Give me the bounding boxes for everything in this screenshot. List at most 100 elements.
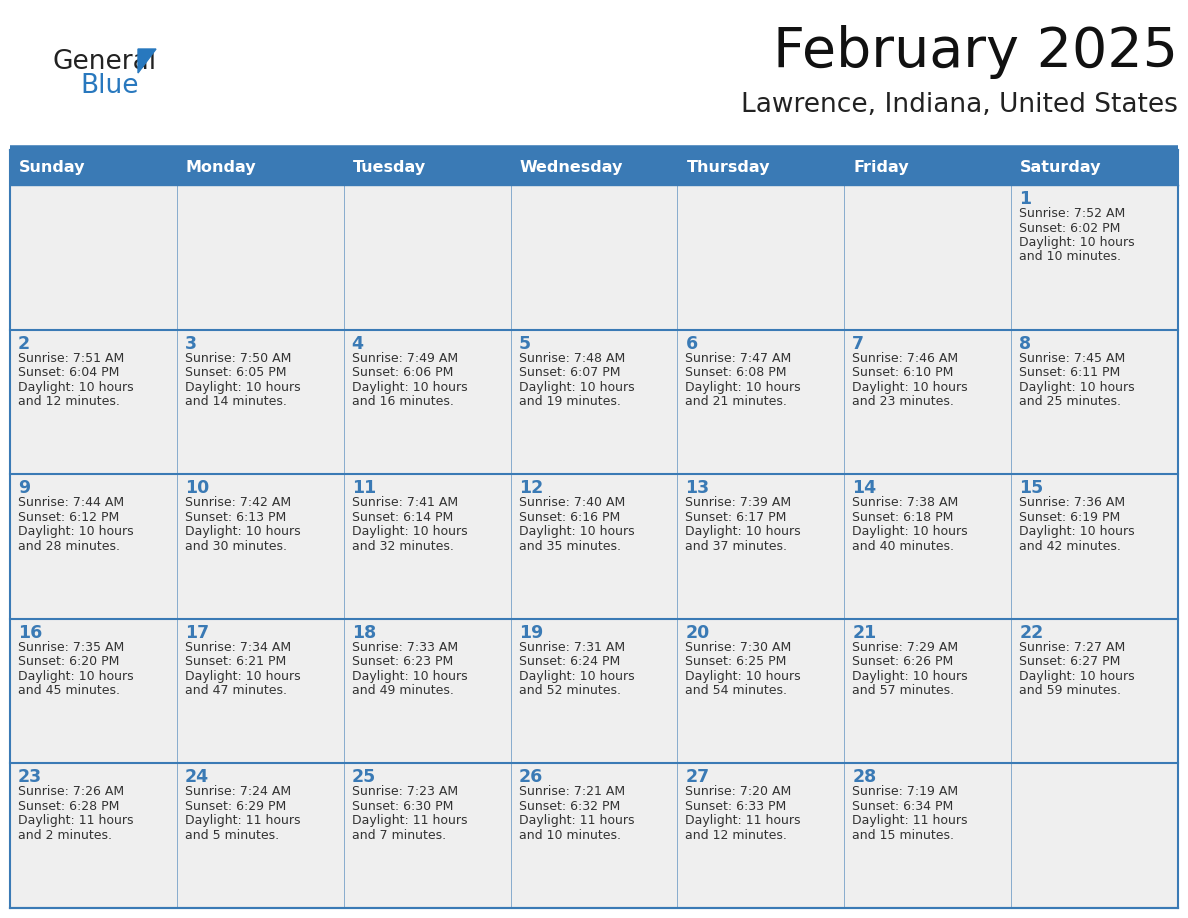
- Text: 11: 11: [352, 479, 375, 498]
- Text: Daylight: 10 hours: Daylight: 10 hours: [18, 670, 133, 683]
- Text: 14: 14: [852, 479, 877, 498]
- Text: 2: 2: [18, 334, 30, 353]
- Polygon shape: [138, 49, 156, 73]
- Text: Daylight: 10 hours: Daylight: 10 hours: [185, 525, 301, 538]
- Text: Sunrise: 7:19 AM: Sunrise: 7:19 AM: [852, 786, 959, 799]
- Text: Daylight: 10 hours: Daylight: 10 hours: [685, 525, 801, 538]
- Text: Sunrise: 7:47 AM: Sunrise: 7:47 AM: [685, 352, 791, 364]
- Bar: [343, 475, 511, 619]
- Text: 16: 16: [18, 624, 43, 642]
- Text: 1: 1: [1019, 190, 1031, 208]
- Text: and 59 minutes.: and 59 minutes.: [1019, 684, 1121, 698]
- Text: 15: 15: [1019, 479, 1043, 498]
- Bar: [677, 185, 845, 330]
- Text: and 40 minutes.: and 40 minutes.: [852, 540, 954, 553]
- Text: Sunrise: 7:40 AM: Sunrise: 7:40 AM: [519, 497, 625, 509]
- Text: and 12 minutes.: and 12 minutes.: [18, 395, 120, 409]
- Text: Daylight: 10 hours: Daylight: 10 hours: [1019, 670, 1135, 683]
- Text: Sunset: 6:26 PM: Sunset: 6:26 PM: [852, 655, 954, 668]
- Text: Sunrise: 7:50 AM: Sunrise: 7:50 AM: [185, 352, 291, 364]
- Text: Sunset: 6:07 PM: Sunset: 6:07 PM: [519, 366, 620, 379]
- Text: 3: 3: [185, 334, 197, 353]
- Text: Sunset: 6:06 PM: Sunset: 6:06 PM: [352, 366, 453, 379]
- Bar: [10, 619, 177, 764]
- Text: and 19 minutes.: and 19 minutes.: [519, 395, 620, 409]
- Bar: [845, 185, 1011, 330]
- Text: Daylight: 10 hours: Daylight: 10 hours: [18, 381, 133, 394]
- Text: 5: 5: [519, 334, 531, 353]
- Text: Daylight: 10 hours: Daylight: 10 hours: [685, 381, 801, 394]
- Text: Lawrence, Indiana, United States: Lawrence, Indiana, United States: [741, 92, 1178, 118]
- Text: Sunset: 6:11 PM: Sunset: 6:11 PM: [1019, 366, 1120, 379]
- Text: 20: 20: [685, 624, 709, 642]
- Bar: [845, 764, 1011, 908]
- Text: Sunset: 6:25 PM: Sunset: 6:25 PM: [685, 655, 786, 668]
- Text: Daylight: 10 hours: Daylight: 10 hours: [852, 381, 968, 394]
- Text: Daylight: 10 hours: Daylight: 10 hours: [352, 670, 467, 683]
- Text: 19: 19: [519, 624, 543, 642]
- Text: Daylight: 10 hours: Daylight: 10 hours: [1019, 236, 1135, 249]
- Text: 25: 25: [352, 768, 375, 787]
- Text: Sunrise: 7:24 AM: Sunrise: 7:24 AM: [185, 786, 291, 799]
- Text: and 10 minutes.: and 10 minutes.: [519, 829, 620, 842]
- Text: Blue: Blue: [80, 73, 139, 99]
- Bar: [511, 764, 677, 908]
- Text: Daylight: 11 hours: Daylight: 11 hours: [519, 814, 634, 827]
- Text: 22: 22: [1019, 624, 1043, 642]
- Text: 28: 28: [852, 768, 877, 787]
- Text: and 57 minutes.: and 57 minutes.: [852, 684, 954, 698]
- Text: and 12 minutes.: and 12 minutes.: [685, 829, 788, 842]
- Text: Sunset: 6:17 PM: Sunset: 6:17 PM: [685, 510, 786, 523]
- Bar: [677, 619, 845, 764]
- Text: and 21 minutes.: and 21 minutes.: [685, 395, 788, 409]
- Text: and 28 minutes.: and 28 minutes.: [18, 540, 120, 553]
- Text: and 52 minutes.: and 52 minutes.: [519, 684, 620, 698]
- Text: Daylight: 11 hours: Daylight: 11 hours: [685, 814, 801, 827]
- Text: Sunrise: 7:20 AM: Sunrise: 7:20 AM: [685, 786, 791, 799]
- Text: 13: 13: [685, 479, 709, 498]
- Bar: [511, 185, 677, 330]
- Text: Sunrise: 7:23 AM: Sunrise: 7:23 AM: [352, 786, 457, 799]
- Bar: [343, 185, 511, 330]
- Text: 4: 4: [352, 334, 364, 353]
- Text: Daylight: 11 hours: Daylight: 11 hours: [852, 814, 968, 827]
- Text: Sunset: 6:12 PM: Sunset: 6:12 PM: [18, 510, 119, 523]
- Text: and 10 minutes.: and 10 minutes.: [1019, 251, 1121, 263]
- Text: and 54 minutes.: and 54 minutes.: [685, 684, 788, 698]
- Text: and 7 minutes.: and 7 minutes.: [352, 829, 446, 842]
- Text: Sunset: 6:10 PM: Sunset: 6:10 PM: [852, 366, 954, 379]
- Bar: [10, 150, 177, 185]
- Text: 12: 12: [519, 479, 543, 498]
- Text: Thursday: Thursday: [687, 160, 770, 175]
- Bar: [845, 475, 1011, 619]
- Text: 26: 26: [519, 768, 543, 787]
- Text: Sunset: 6:13 PM: Sunset: 6:13 PM: [185, 510, 286, 523]
- Text: 23: 23: [18, 768, 42, 787]
- Text: Saturday: Saturday: [1020, 160, 1101, 175]
- Text: Daylight: 11 hours: Daylight: 11 hours: [18, 814, 133, 827]
- Text: Sunset: 6:05 PM: Sunset: 6:05 PM: [185, 366, 286, 379]
- Bar: [1011, 764, 1178, 908]
- Text: Wednesday: Wednesday: [519, 160, 623, 175]
- Text: Sunset: 6:33 PM: Sunset: 6:33 PM: [685, 800, 786, 813]
- Bar: [343, 330, 511, 475]
- Text: 10: 10: [185, 479, 209, 498]
- Text: Sunset: 6:04 PM: Sunset: 6:04 PM: [18, 366, 119, 379]
- Bar: [511, 619, 677, 764]
- Text: and 42 minutes.: and 42 minutes.: [1019, 540, 1121, 553]
- Text: and 37 minutes.: and 37 minutes.: [685, 540, 788, 553]
- Text: Sunset: 6:19 PM: Sunset: 6:19 PM: [1019, 510, 1120, 523]
- Text: Sunset: 6:23 PM: Sunset: 6:23 PM: [352, 655, 453, 668]
- Text: and 23 minutes.: and 23 minutes.: [852, 395, 954, 409]
- Bar: [511, 330, 677, 475]
- Text: 9: 9: [18, 479, 30, 498]
- Text: Sunrise: 7:34 AM: Sunrise: 7:34 AM: [185, 641, 291, 654]
- Text: Daylight: 10 hours: Daylight: 10 hours: [352, 525, 467, 538]
- Text: and 47 minutes.: and 47 minutes.: [185, 684, 286, 698]
- Text: Sunrise: 7:39 AM: Sunrise: 7:39 AM: [685, 497, 791, 509]
- Bar: [1011, 619, 1178, 764]
- Text: and 45 minutes.: and 45 minutes.: [18, 684, 120, 698]
- Bar: [845, 619, 1011, 764]
- Text: Sunset: 6:34 PM: Sunset: 6:34 PM: [852, 800, 954, 813]
- Text: Daylight: 10 hours: Daylight: 10 hours: [519, 525, 634, 538]
